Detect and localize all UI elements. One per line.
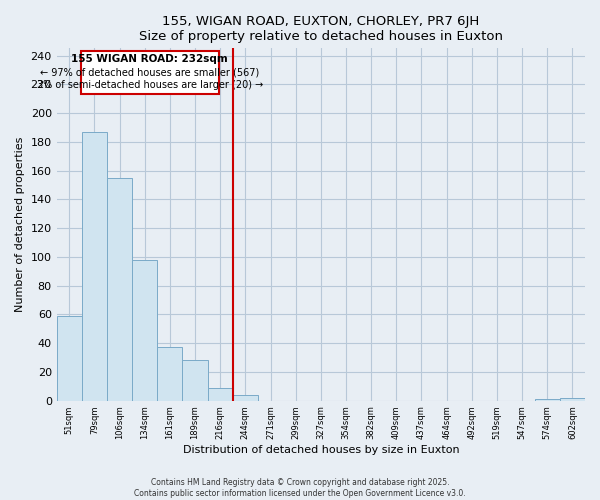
Bar bbox=[56, 316, 82, 400]
Bar bbox=[560, 398, 585, 400]
Bar bbox=[233, 395, 258, 400]
Title: 155, WIGAN ROAD, EUXTON, CHORLEY, PR7 6JH
Size of property relative to detached : 155, WIGAN ROAD, EUXTON, CHORLEY, PR7 6J… bbox=[139, 15, 503, 43]
Text: ← 97% of detached houses are smaller (567): ← 97% of detached houses are smaller (56… bbox=[40, 67, 259, 77]
Y-axis label: Number of detached properties: Number of detached properties bbox=[15, 137, 25, 312]
Text: 155 WIGAN ROAD: 232sqm: 155 WIGAN ROAD: 232sqm bbox=[71, 54, 228, 64]
Bar bbox=[132, 260, 157, 400]
Bar bbox=[182, 360, 208, 401]
X-axis label: Distribution of detached houses by size in Euxton: Distribution of detached houses by size … bbox=[182, 445, 459, 455]
Bar bbox=[157, 348, 182, 401]
FancyBboxPatch shape bbox=[80, 51, 219, 94]
Bar bbox=[107, 178, 132, 400]
Bar bbox=[208, 388, 233, 400]
Text: Contains HM Land Registry data © Crown copyright and database right 2025.
Contai: Contains HM Land Registry data © Crown c… bbox=[134, 478, 466, 498]
Text: 3% of semi-detached houses are larger (20) →: 3% of semi-detached houses are larger (2… bbox=[37, 80, 263, 90]
Bar bbox=[82, 132, 107, 400]
